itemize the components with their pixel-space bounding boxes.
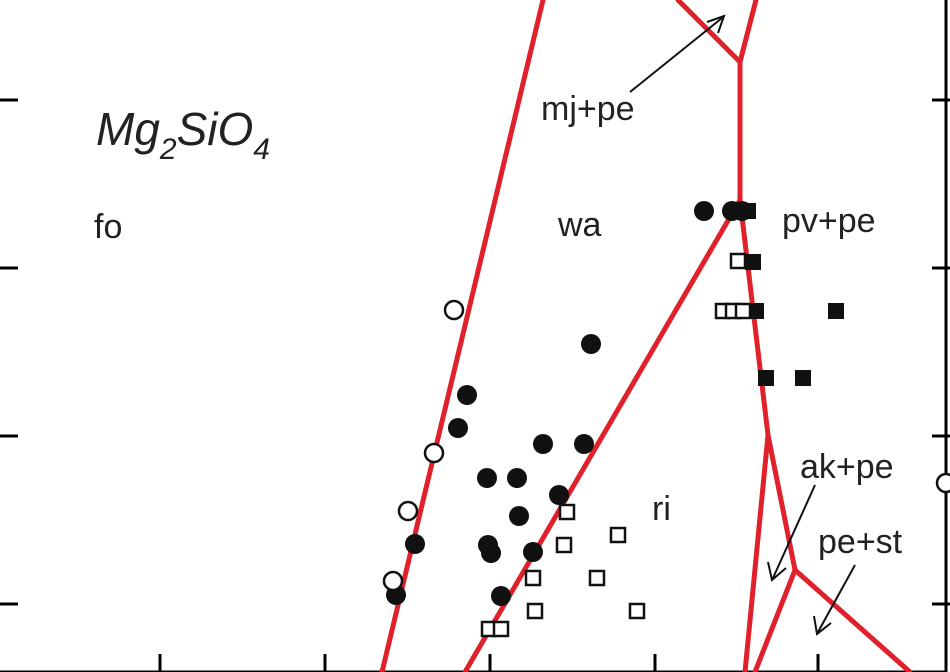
boundary-mj-pv xyxy=(675,0,759,65)
point xyxy=(758,370,774,386)
point xyxy=(828,303,844,319)
arrow-ak-pe xyxy=(772,484,816,579)
filled-square-points xyxy=(740,203,844,386)
point xyxy=(533,434,553,454)
point xyxy=(524,569,542,587)
point xyxy=(509,506,529,526)
point xyxy=(382,570,404,592)
boundary-pe-st xyxy=(792,567,913,672)
label-ri: ri xyxy=(652,490,671,528)
phase-boundaries xyxy=(379,0,913,672)
point xyxy=(581,334,601,354)
label-ak-pe: ak+pe xyxy=(800,448,894,486)
point xyxy=(795,370,811,386)
point xyxy=(477,468,497,488)
filled-circle-points xyxy=(386,201,752,606)
point xyxy=(523,542,543,562)
boundary-fo-wa xyxy=(379,0,546,672)
point xyxy=(555,536,573,554)
label-fo: fo xyxy=(94,208,122,246)
point xyxy=(740,203,756,219)
open-square-points xyxy=(480,252,752,638)
label-pv-pe: pv+pe xyxy=(782,202,876,240)
bottom-axis-ticks xyxy=(158,654,820,672)
point xyxy=(491,586,511,606)
open-circle-points xyxy=(382,299,950,592)
boundary-wa-ri xyxy=(462,197,743,672)
point xyxy=(609,526,627,544)
point xyxy=(549,485,569,505)
point xyxy=(448,418,468,438)
point xyxy=(507,468,527,488)
boundary-ak xyxy=(752,432,798,672)
point xyxy=(405,534,425,554)
point xyxy=(397,500,419,522)
point xyxy=(729,252,747,270)
label-mj-pe: mj+pe xyxy=(541,90,635,128)
point xyxy=(588,569,606,587)
point xyxy=(745,254,761,270)
point xyxy=(694,201,714,221)
arrow-mj-pe xyxy=(629,17,723,93)
right-axis-ticks xyxy=(932,98,950,606)
point xyxy=(526,602,544,620)
point xyxy=(748,303,764,319)
composition-title: Mg2SiO4 xyxy=(96,103,270,166)
point xyxy=(628,602,646,620)
arrow-pe-st xyxy=(817,564,856,633)
point xyxy=(734,302,752,320)
point xyxy=(443,299,465,321)
label-wa: wa xyxy=(557,206,602,244)
point xyxy=(423,442,445,464)
point xyxy=(492,620,510,638)
point xyxy=(457,385,477,405)
point xyxy=(481,543,501,563)
label-pe-st: pe+st xyxy=(818,523,903,561)
annotation-arrows xyxy=(629,14,856,636)
boundary-pv-main xyxy=(737,59,771,672)
point xyxy=(558,503,576,521)
point xyxy=(935,472,950,494)
left-axis-ticks xyxy=(0,98,18,606)
point xyxy=(574,434,594,454)
